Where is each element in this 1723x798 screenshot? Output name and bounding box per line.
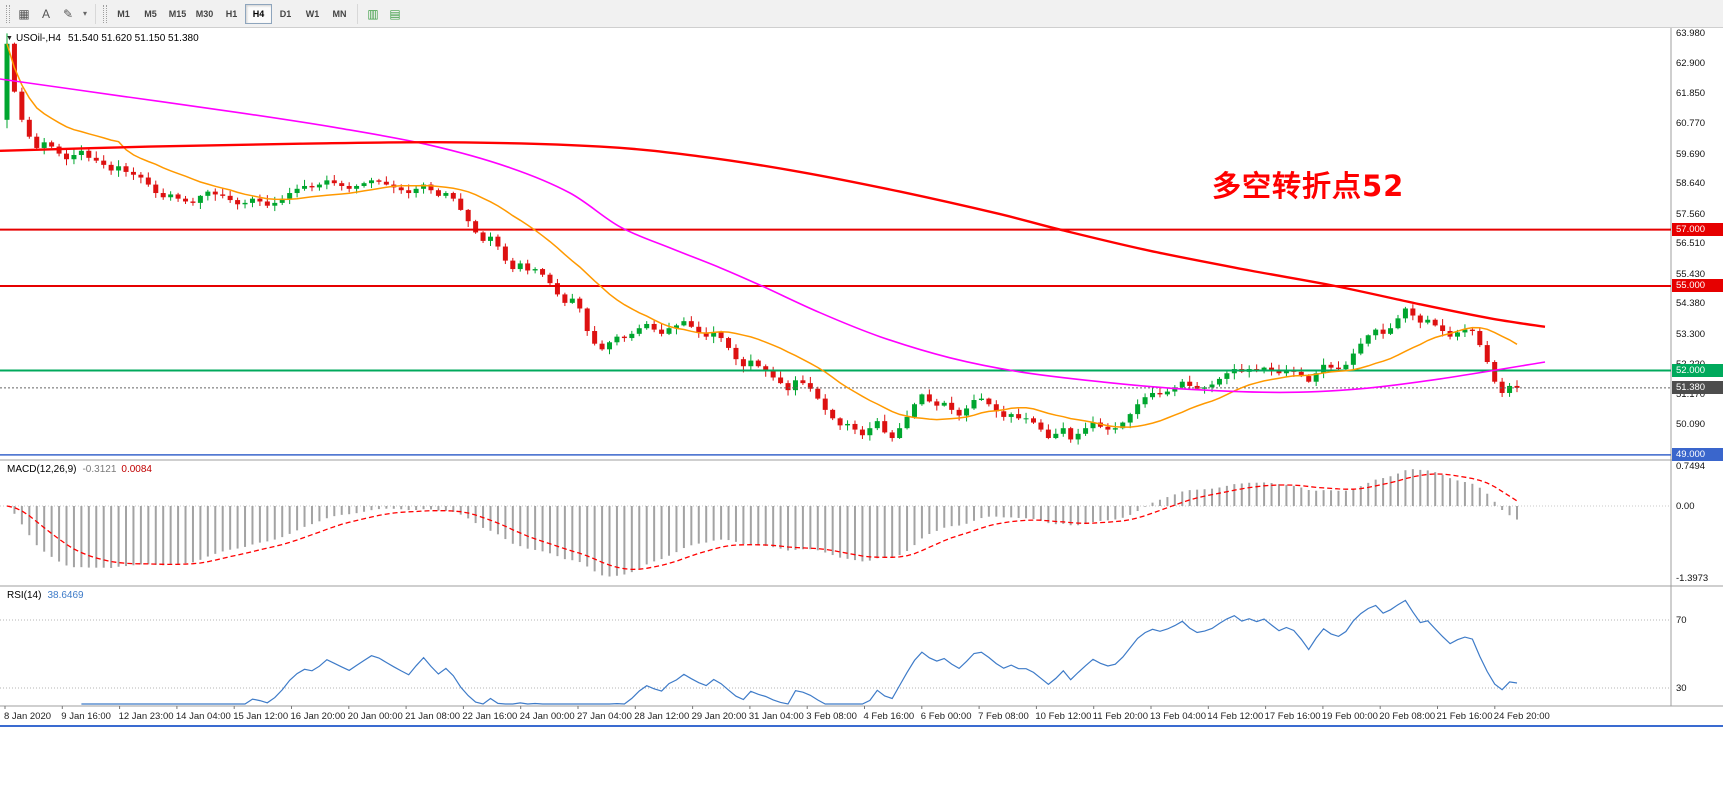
rsi-indicator-label: RSI(14) 38.6469	[7, 590, 84, 601]
rsi-name: RSI(14)	[7, 590, 42, 601]
toolbar-right-group: ▥ ▤	[362, 4, 406, 24]
indicators-icon[interactable]: ▥	[367, 6, 379, 21]
time-axis[interactable]	[0, 706, 1671, 726]
timeframe-group: M1 M5 M15 M30 H1 H4 D1 W1 MN	[110, 3, 353, 24]
timeframe-button-w1[interactable]: W1	[305, 8, 320, 19]
templates-icon[interactable]: ▤	[389, 6, 401, 21]
text-label-tool-icon[interactable]: A	[41, 6, 50, 21]
timeframe-button-m5[interactable]: M5	[144, 8, 157, 19]
macd-main-value: -0.3121	[82, 464, 117, 475]
price-axis[interactable]	[1671, 28, 1723, 706]
toolbar-separator	[357, 3, 358, 24]
ohlc-values-label: 51.540 51.620 51.150 51.380	[67, 33, 199, 44]
chart-symbols-icon[interactable]: ▦	[18, 6, 30, 21]
drawing-tools-caret-icon[interactable]: ▾	[82, 9, 87, 18]
toolbar: ▦ A ✎ ▾ M1 M5 M15 M30 H1 H4 D1 W1 MN ▥ ▤	[0, 0, 1723, 28]
toolbar-separator	[95, 3, 96, 24]
macd-signal-value: 0.0084	[121, 464, 152, 475]
panel-splitter-main-macd[interactable]	[0, 458, 1723, 463]
panel-splitter-macd-rsi[interactable]	[0, 584, 1723, 589]
panel-splitter-rsi-axis[interactable]	[0, 704, 1723, 709]
timeframe-button-d1[interactable]: D1	[279, 8, 292, 19]
timeframe-button-h1[interactable]: H1	[225, 8, 238, 19]
timeframe-button-m1[interactable]: M1	[117, 8, 130, 19]
chart-title-bar: ▼ USOil-,H4 51.540 51.620 51.150 51.380	[6, 33, 199, 44]
chart-annotation[interactable]: 多空转折点52	[1212, 169, 1405, 203]
macd-name: MACD(12,26,9)	[7, 464, 77, 475]
drawing-tools-icon[interactable]: ✎	[62, 6, 74, 21]
toolbar-grip[interactable]	[103, 4, 107, 23]
timeframe-button-h4[interactable]: H4	[245, 3, 272, 24]
toolbar-grip[interactable]	[6, 4, 10, 23]
timeframe-button-m30[interactable]: M30	[195, 8, 214, 19]
timeframe-button-mn[interactable]: MN	[332, 8, 347, 19]
chevron-down-icon: ▼	[6, 35, 13, 42]
symbol-period-label: USOil-,H4	[15, 33, 61, 44]
toolbar-tools-group: ▦ A ✎ ▾	[13, 4, 91, 24]
macd-indicator-label: MACD(12,26,9) -0.3121 0.0084	[7, 464, 152, 475]
timeframe-button-m15[interactable]: M15	[168, 8, 187, 19]
rsi-value: 38.6469	[47, 590, 84, 601]
